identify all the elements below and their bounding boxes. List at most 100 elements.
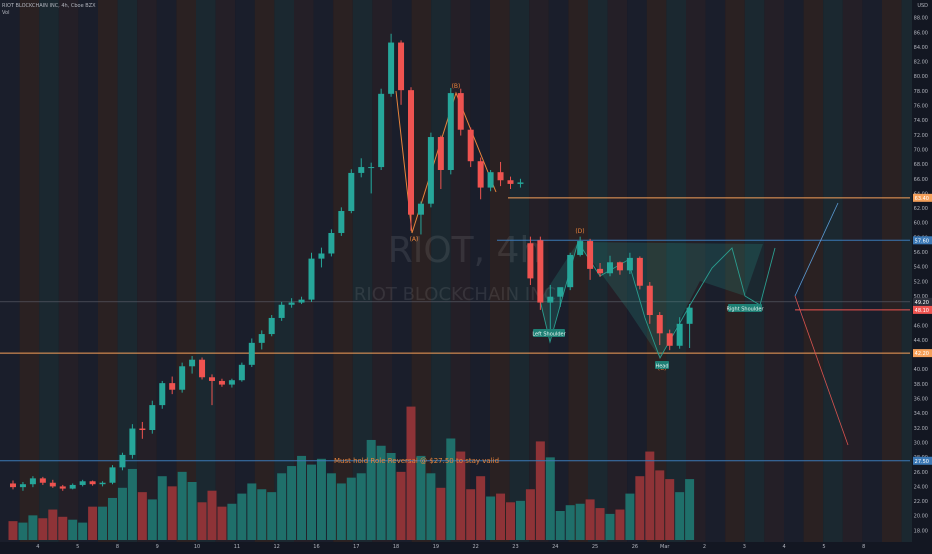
volume-bar <box>655 470 665 540</box>
level-price-badge: 48.10 <box>915 308 929 314</box>
volume-bar <box>635 476 645 540</box>
price-tick-label: 24.00 <box>914 484 928 490</box>
volume-bar <box>675 492 685 540</box>
level-price-badge-bg <box>913 236 932 245</box>
watermark: RIOT, 4h RIOT BLOCKCHAIN INC <box>354 230 556 305</box>
volume-bar <box>575 503 585 540</box>
session-band <box>254 0 275 542</box>
price-tick-label: 32.00 <box>914 426 928 432</box>
candle-body <box>69 484 76 489</box>
candle-body <box>149 405 156 431</box>
volume-bar <box>366 439 376 540</box>
candle-body <box>676 323 683 346</box>
currency-label: USD <box>917 3 928 9</box>
volume-bar <box>108 497 117 540</box>
candle-body <box>248 342 255 365</box>
volume-bar <box>356 473 366 540</box>
volume-bar <box>396 471 406 540</box>
candle-body <box>527 243 534 279</box>
volume-bar <box>685 479 695 540</box>
candle-body <box>258 334 265 343</box>
price-tick-label: 74.00 <box>914 118 928 124</box>
candle-body <box>338 211 345 233</box>
volume-bar <box>496 493 506 540</box>
volume-bar <box>307 464 316 540</box>
candle-body <box>318 253 325 259</box>
level-price-badge: 57.60 <box>915 238 929 244</box>
volume-bar <box>177 471 187 540</box>
session-band <box>431 0 451 542</box>
volume-bar <box>58 516 68 540</box>
candle-body <box>686 307 693 324</box>
session-band <box>803 0 824 542</box>
time-tick-label: 25 <box>592 544 598 550</box>
candle-body <box>646 285 653 316</box>
session-band <box>392 0 412 542</box>
price-axis[interactable]: USD16.0018.0020.0022.0024.0026.0028.0030… <box>912 0 932 550</box>
candle-body <box>477 161 484 188</box>
candle-body <box>467 129 474 162</box>
candle-body <box>189 359 196 367</box>
time-tick-label: 23 <box>512 544 518 550</box>
candle-body <box>179 366 186 390</box>
candle-body <box>89 481 96 485</box>
time-tick-label: 5 <box>76 544 79 550</box>
session-band <box>686 0 706 542</box>
time-axis[interactable]: 4 5 8 9 10 11 12 16 17 18 19 22 23 24 25 26 Mar 2 3 4 5 8 <box>0 542 932 550</box>
candle-body <box>358 167 365 173</box>
candle-body <box>388 42 395 94</box>
candle-body <box>497 172 504 181</box>
session-band <box>607 0 628 542</box>
candle-body <box>79 481 86 485</box>
volume-bar <box>297 455 307 540</box>
volume-bar <box>506 502 515 540</box>
watermark-name: RIOT BLOCKCHAIN INC <box>354 284 556 305</box>
price-tick-label: 54.00 <box>914 265 928 271</box>
session-band <box>274 0 294 542</box>
time-tick-label: 8 <box>862 544 865 550</box>
candle-body <box>298 299 305 303</box>
symbol-title[interactable]: RIOT BLOCKCHAIN INC, 4h, Cboe BZX <box>2 3 96 9</box>
session-band <box>411 0 432 542</box>
session-band <box>235 0 255 542</box>
candle-body <box>278 304 285 318</box>
session-band <box>19 0 40 542</box>
time-tick-label: 5 <box>822 544 825 550</box>
pattern-label: Left Shoulder <box>532 332 566 338</box>
time-tick-label: 10 <box>194 544 200 550</box>
candle-body <box>557 287 564 297</box>
volume-bar <box>406 406 416 540</box>
volume-bar <box>426 473 436 540</box>
horizontal-levels[interactable] <box>0 197 910 462</box>
session-band <box>294 0 314 542</box>
candle-body <box>408 90 414 215</box>
price-tick-label: 88.00 <box>914 16 928 22</box>
volume-bar <box>585 499 595 540</box>
time-tick-label: 18 <box>393 544 399 550</box>
level-price-badge: 49.20 <box>915 300 929 306</box>
pattern-label-bg <box>655 361 669 369</box>
candle-body <box>218 380 225 385</box>
candle-body <box>288 302 295 305</box>
session-band <box>764 0 784 542</box>
wave-label: (D) <box>575 228 584 235</box>
volume-bar <box>117 487 127 540</box>
candle-body <box>447 93 454 170</box>
level-price-badge-bg <box>913 305 932 314</box>
price-tick-label: 78.00 <box>914 89 928 95</box>
price-tick-label: 40.00 <box>914 367 928 373</box>
candle-body <box>378 93 385 168</box>
session-band <box>333 0 353 542</box>
volume-bar <box>187 482 197 540</box>
price-tick-label: 62.00 <box>914 206 928 212</box>
time-tick-label: 4 <box>783 544 786 550</box>
wave-label: (B) <box>452 83 461 90</box>
price-tick-label: 56.00 <box>914 250 928 256</box>
price-tick-label: 44.00 <box>914 338 928 344</box>
volume-bar <box>28 515 38 540</box>
wave-line <box>395 90 497 234</box>
session-band <box>196 0 216 542</box>
time-tick-label: 2 <box>703 544 706 550</box>
